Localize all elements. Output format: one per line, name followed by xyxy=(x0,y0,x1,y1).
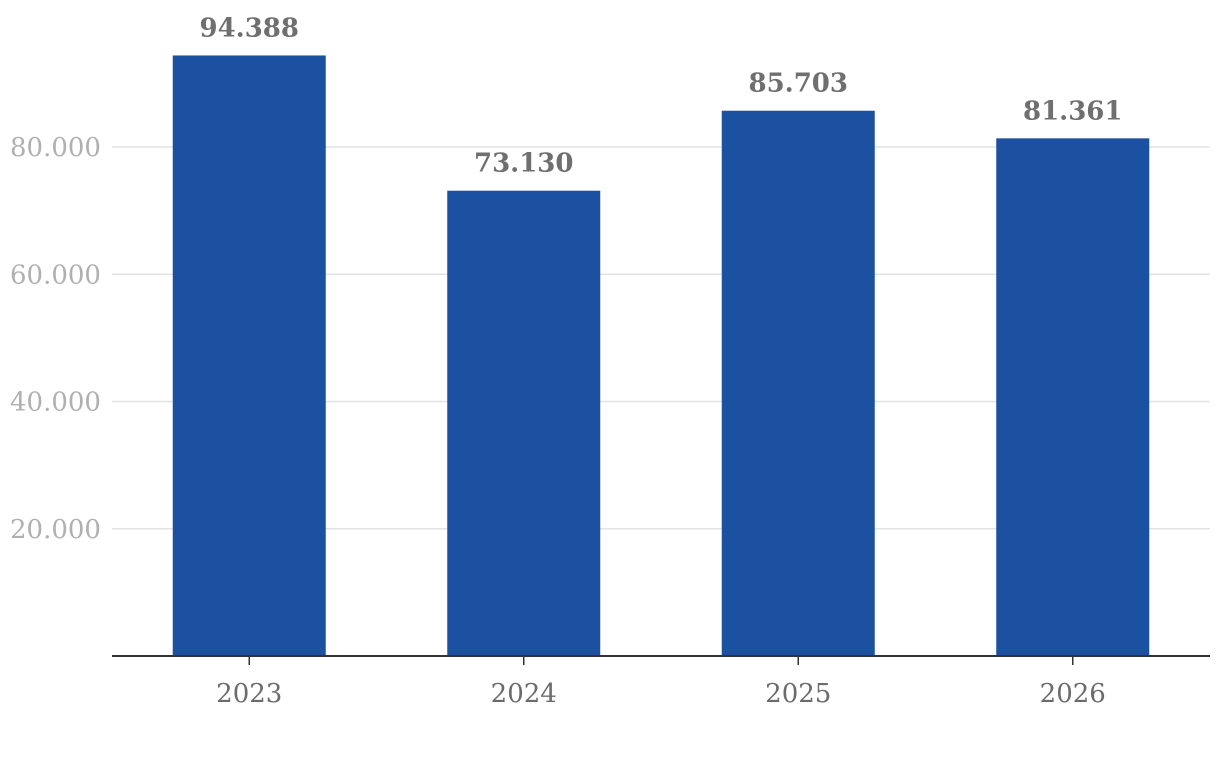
bar-2023 xyxy=(172,55,326,656)
data-label-2026: 81.361 xyxy=(1023,96,1123,126)
bar-2024 xyxy=(447,190,601,656)
x-tick-label-2025: 2025 xyxy=(765,679,831,709)
data-label-2025: 85.703 xyxy=(748,69,848,99)
bar-2025 xyxy=(721,110,875,656)
x-axis-ticks xyxy=(248,656,1074,665)
y-tick-label: 20.000 xyxy=(10,515,101,545)
y-tick-label: 80.000 xyxy=(10,133,101,163)
y-tick-label: 60.000 xyxy=(10,260,101,290)
bars xyxy=(172,55,1150,656)
bar-2026 xyxy=(996,138,1150,656)
data-label-2023: 94.388 xyxy=(199,13,299,43)
bar-data-labels: 94.388 73.130 85.703 81.361 xyxy=(199,13,1122,178)
data-label-2024: 73.130 xyxy=(474,149,574,179)
x-tick-label-2024: 2024 xyxy=(491,679,557,709)
y-tick-label: 40.000 xyxy=(10,388,101,418)
y-axis-tick-labels: 20.000 40.000 60.000 80.000 xyxy=(10,133,101,545)
x-tick-label-2026: 2026 xyxy=(1040,679,1106,709)
x-tick-label-2023: 2023 xyxy=(216,679,282,709)
x-axis-tick-labels: 2023 2024 2025 2026 xyxy=(216,679,1106,709)
